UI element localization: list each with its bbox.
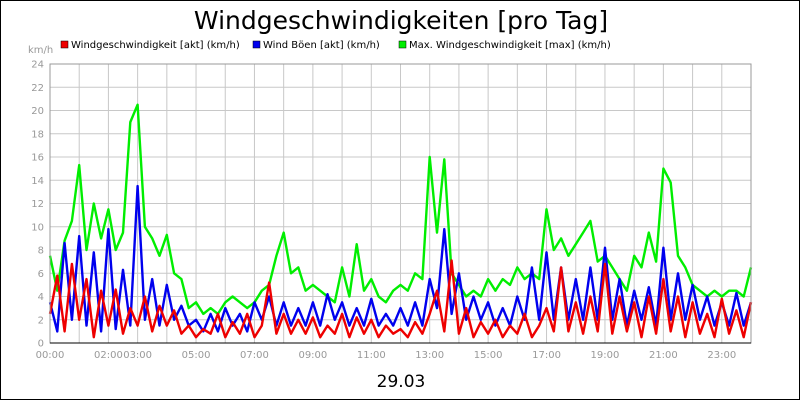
y-tick-label: 24 <box>31 60 44 71</box>
legend-item-2: Wind Böen [akt] (km/h) <box>252 40 380 51</box>
x-tick-label: 11:00 <box>357 350 386 361</box>
legend-swatch <box>398 40 407 49</box>
plot-border <box>49 63 752 344</box>
x-tick-label: 17:00 <box>532 350 561 361</box>
x-tick-label: 13:00 <box>415 350 444 361</box>
x-tick-label: 15:00 <box>474 350 503 361</box>
x-tick-label: 07:00 <box>240 350 269 361</box>
y-tick-label: 18 <box>31 129 44 140</box>
legend-item-3: Max. Windgeschwindigkeit [max] (km/h) <box>398 40 611 51</box>
y-tick-label: 22 <box>31 83 44 94</box>
y-tick-label: 0 <box>38 339 44 350</box>
x-tick-label: 00:00 <box>36 350 65 361</box>
x-tick-label: 02:00 <box>94 350 123 361</box>
x-axis-ticks: 00:00 02:00 03:00 05:00 07:00 09:00 11:00 13:00… <box>36 350 737 361</box>
series-line-1 <box>48 259 753 339</box>
x-tick-label: 09:00 <box>298 350 327 361</box>
legend: Windgeschwindigkeit [akt] (km/h) Wind Böe… <box>60 40 611 51</box>
y-tick-label: 8 <box>38 246 44 257</box>
series-line-3 <box>48 103 753 316</box>
legend-swatch <box>252 40 261 49</box>
x-tick-label: 21:00 <box>649 350 678 361</box>
y-tick-label: 16 <box>31 153 44 164</box>
x-tick-label: 19:00 <box>591 350 620 361</box>
legend-label: Windgeschwindigkeit [akt] (km/h) <box>71 40 240 51</box>
legend-label: Max. Windgeschwindigkeit [max] (km/h) <box>409 40 611 51</box>
x-axis-date-label: 29.03 <box>377 372 426 392</box>
y-axis-unit-label: km/h <box>28 45 53 56</box>
series-line-2 <box>48 184 753 333</box>
chart-title: Windgeschwindigkeiten [pro Tag] <box>194 6 608 35</box>
legend-swatch <box>60 40 69 49</box>
x-tick-label: 23:00 <box>707 350 736 361</box>
x-tick-label: 03:00 <box>123 350 152 361</box>
grid-lines <box>49 63 752 344</box>
y-tick-label: 10 <box>31 222 44 233</box>
x-tick-label: 05:00 <box>182 350 211 361</box>
legend-label: Wind Böen [akt] (km/h) <box>263 40 380 51</box>
y-tick-label: 20 <box>31 106 44 117</box>
y-tick-label: 14 <box>31 176 44 187</box>
series-lines <box>48 103 753 339</box>
y-tick-label: 4 <box>38 292 44 303</box>
legend-item-1: Windgeschwindigkeit [akt] (km/h) <box>60 40 240 51</box>
y-tick-label: 2 <box>38 315 44 326</box>
y-tick-label: 12 <box>31 199 44 210</box>
y-tick-label: 6 <box>38 269 44 280</box>
